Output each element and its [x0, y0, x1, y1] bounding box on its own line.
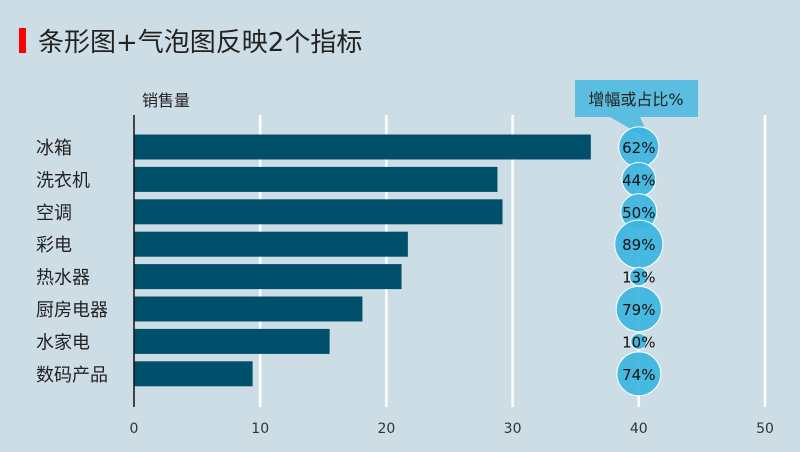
bubble-legend-label: 增幅或占比% [588, 90, 683, 109]
bar [134, 199, 503, 225]
category-label: 空调 [36, 203, 72, 224]
bar [134, 231, 408, 257]
bubble-label: 50% [622, 204, 655, 222]
bar [134, 361, 253, 387]
x-tick-label: 20 [377, 421, 395, 437]
bubble-label: 89% [622, 236, 655, 254]
x-tick-label: 0 [130, 421, 139, 437]
category-label: 彩电 [36, 235, 72, 256]
category-label: 热水器 [36, 268, 90, 289]
bar [134, 134, 591, 160]
bubble [630, 332, 648, 350]
bubble-label: 10% [622, 333, 655, 351]
category-label: 水家电 [36, 332, 90, 353]
bar [134, 166, 498, 192]
bubble-label: 79% [622, 301, 655, 319]
bubble-label: 74% [622, 366, 655, 384]
x-tick-label: 40 [630, 421, 648, 437]
chart-title: 条形图+气泡图反映2个指标 [38, 28, 363, 58]
x-tick-label: 50 [756, 421, 774, 437]
y-axis-label: 销售量 [142, 91, 190, 110]
bar [134, 328, 330, 354]
bubble-label: 62% [622, 139, 655, 157]
title-accent-bar [19, 28, 26, 53]
bubble-label: 44% [622, 171, 655, 189]
bubble-legend-callout [575, 80, 698, 140]
category-label: 厨房电器 [36, 300, 108, 321]
x-tick-label: 30 [504, 421, 522, 437]
category-label: 冰箱 [36, 138, 72, 159]
bubble [629, 266, 649, 287]
bubble [615, 285, 662, 333]
category-label: 洗衣机 [36, 170, 90, 191]
category-label: 数码产品 [36, 365, 108, 386]
x-tick-label: 10 [251, 421, 269, 437]
bubble [616, 351, 662, 397]
bar [134, 264, 402, 290]
bar [134, 296, 363, 322]
bubble-label: 13% [622, 269, 655, 287]
